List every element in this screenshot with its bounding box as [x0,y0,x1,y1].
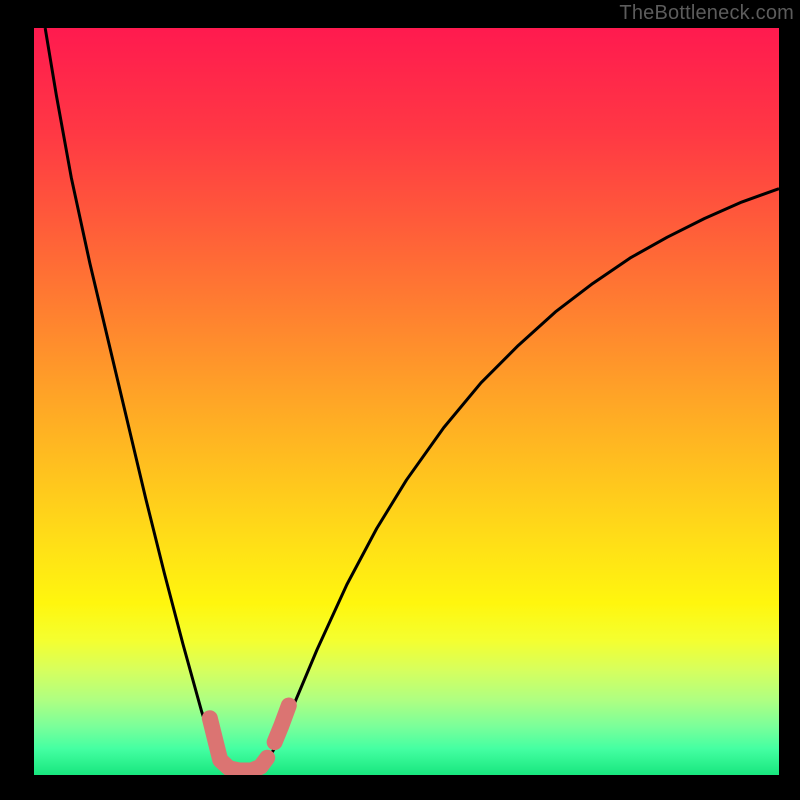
chart-background [34,28,779,775]
watermark-text: TheBottleneck.com [619,2,794,25]
chart-frame: TheBottleneck.com [0,0,800,800]
bottleneck-curve-chart [34,28,779,775]
plot-area [34,28,779,775]
